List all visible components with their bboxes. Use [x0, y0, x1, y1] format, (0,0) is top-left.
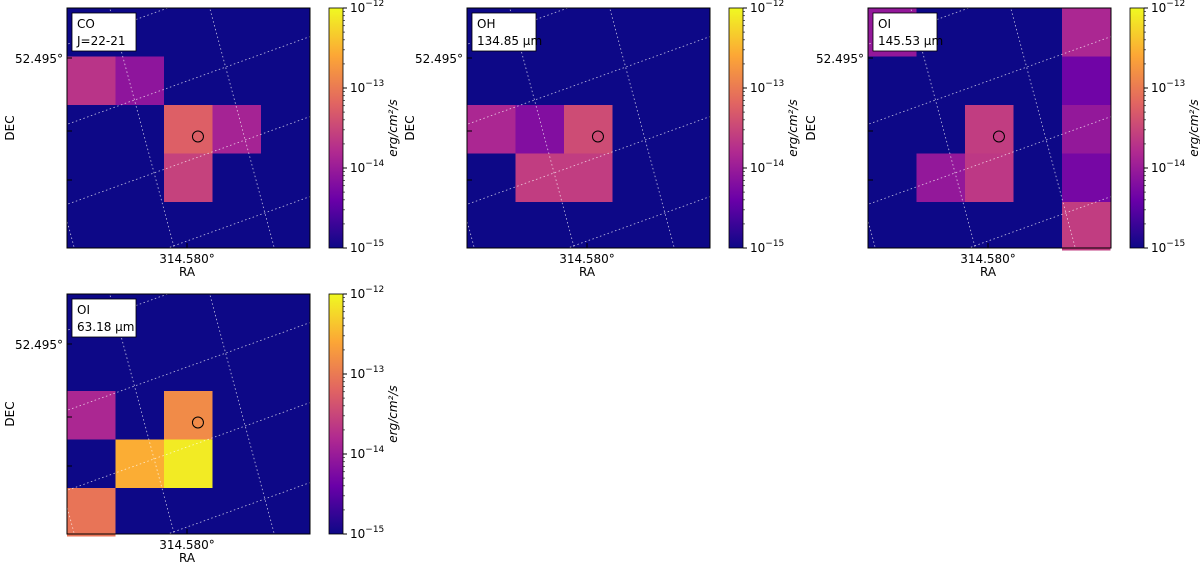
- y-axis-label: DEC: [804, 115, 818, 140]
- line-label-text: 134.85 μm: [477, 34, 542, 48]
- heatmap-cell: [67, 488, 116, 537]
- line-label-text: OI: [77, 303, 90, 317]
- x-tick-label: 314.580°: [159, 538, 215, 552]
- line-label: CO J=22-21: [71, 12, 137, 52]
- colorbar-tick-label: 10−13: [350, 365, 384, 381]
- colorbar-tick-label: 10−14: [750, 159, 785, 175]
- x-tick-label: 314.580°: [559, 252, 615, 266]
- panel-4: OI 63.18 μm 52.495° 314.580°RA DEC 10−15 10−14…: [3, 285, 400, 564]
- colorbar-tick-label: 10−15: [750, 239, 784, 255]
- line-label-text: OI: [878, 17, 891, 31]
- colorbar-label: erg/cm²/s: [786, 99, 800, 156]
- line-label-text: J=22-21: [76, 34, 125, 48]
- colorbar-tick-label: 10−15: [1151, 239, 1185, 255]
- x-axis-label: RA: [579, 265, 596, 279]
- line-label-text: 145.53 μm: [878, 34, 943, 48]
- colorbar-label: erg/cm²/s: [1187, 99, 1200, 156]
- plot-frame: [867, 7, 1112, 249]
- colorbar-tick-label: 10−12: [350, 285, 384, 301]
- x-axis-label: RA: [980, 265, 997, 279]
- colorbar-label: erg/cm²/s: [386, 99, 400, 156]
- heatmap-cell: [965, 153, 1014, 202]
- colorbar-tick-label: 10−14: [1151, 159, 1186, 175]
- heatmap-cell: [515, 105, 564, 154]
- heatmap-cell: [212, 105, 261, 154]
- colorbar-tick-label: 10−15: [350, 525, 384, 541]
- source-marker: [191, 130, 204, 143]
- y-axis-label: DEC: [403, 115, 417, 140]
- heatmap-cell: [467, 105, 516, 154]
- line-label-text: CO: [77, 17, 95, 31]
- colorbar-tick-label: 10−12: [350, 0, 384, 15]
- line-label: OI 145.53 μm: [872, 12, 943, 52]
- x-axis-label: RA: [179, 551, 196, 564]
- heatmap-cell: [164, 153, 213, 202]
- heatmap-cell: [1062, 202, 1111, 251]
- heatmap-cell: [564, 153, 613, 202]
- heatmap-cell: [67, 56, 116, 105]
- line-label-text: OH: [477, 17, 495, 31]
- line-label-text: 63.18 μm: [77, 320, 135, 334]
- line-label: OH 134.85 μm: [471, 12, 542, 52]
- colorbar-tick-label: 10−13: [350, 79, 384, 95]
- plot-frame: [66, 293, 311, 535]
- colorbar-tick-label: 10−14: [350, 159, 385, 175]
- colorbar: 10−15 10−14 10−13 10−12 erg/cm²/s: [728, 0, 800, 255]
- y-axis-label: DEC: [3, 115, 17, 140]
- y-axis-label: DEC: [3, 401, 17, 426]
- line-label: OI 63.18 μm: [71, 298, 137, 338]
- colorbar-tick-label: 10−14: [350, 445, 385, 461]
- heatmap-cell: [164, 439, 213, 488]
- heatmap-cell: [164, 391, 213, 440]
- colorbar-tick-label: 10−12: [750, 0, 784, 15]
- colorbar-tick-label: 10−15: [350, 239, 384, 255]
- y-tick-label: 52.495°: [816, 52, 864, 66]
- panel-1: COJ=22-2152.495°314.580°RADEC10−1510−141…: [3, 0, 400, 279]
- heatmap-cell: [1062, 105, 1111, 154]
- heatmap-cell: [164, 105, 213, 154]
- colorbar-label: erg/cm²/s: [386, 385, 400, 442]
- colorbar-tick-label: 10−13: [1151, 79, 1185, 95]
- source-marker: [992, 130, 1005, 143]
- colorbar: 10−15 10−14 10−13 10−12 erg/cm²/s: [328, 285, 400, 541]
- source-marker: [591, 130, 604, 143]
- x-tick-label: 314.580°: [159, 252, 215, 266]
- y-tick-label: 52.495°: [415, 52, 463, 66]
- y-tick-label: 52.495°: [15, 338, 63, 352]
- heatmap-cell: [965, 105, 1014, 154]
- y-tick-label: 52.495°: [15, 52, 63, 66]
- colorbar: 10−15 10−14 10−13 10−12 erg/cm²/s: [328, 0, 400, 255]
- heatmap-cell: [115, 56, 164, 105]
- heatmap-cell: [1062, 153, 1111, 202]
- heatmap-cell: [1062, 8, 1111, 57]
- colorbar-tick-label: 10−13: [750, 79, 784, 95]
- heatmap-cell: [1062, 56, 1111, 105]
- colorbar: 10−15 10−14 10−13 10−12 erg/cm²/s: [1129, 0, 1200, 255]
- colorbar-tick-label: 10−12: [1151, 0, 1185, 15]
- plot-frame: [66, 7, 311, 249]
- x-axis-label: RA: [179, 265, 196, 279]
- heatmap-cell: [564, 105, 613, 154]
- x-tick-label: 314.580°: [960, 252, 1016, 266]
- plot-frame: [466, 7, 711, 249]
- source-marker: [191, 416, 204, 429]
- heatmap-cell: [67, 391, 116, 440]
